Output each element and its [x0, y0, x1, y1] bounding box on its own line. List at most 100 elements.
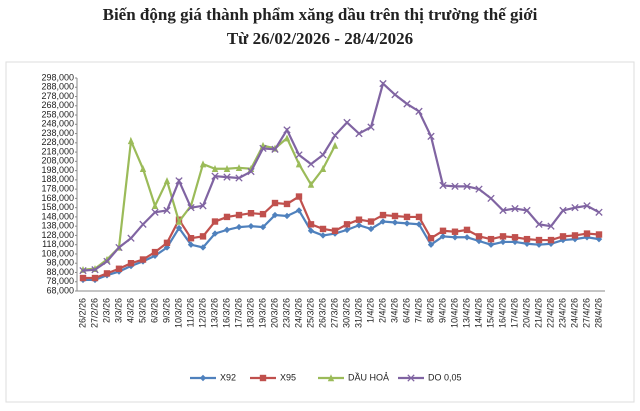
data-point	[223, 173, 231, 181]
data-point	[379, 218, 387, 225]
y-tick-label: 228,000	[41, 137, 74, 147]
x-tick-label: 4/3/26	[125, 298, 135, 323]
data-point	[367, 218, 375, 225]
data-point	[499, 206, 507, 215]
data-point	[283, 200, 291, 208]
data-point	[199, 233, 207, 240]
data-point	[583, 202, 591, 210]
data-point	[343, 118, 351, 127]
x-tick-label: 30/3/26	[341, 298, 351, 328]
data-point	[271, 145, 279, 153]
data-point	[235, 174, 243, 182]
x-tick-label: 23/3/26	[281, 298, 291, 328]
data-point	[103, 270, 111, 277]
data-point	[223, 213, 231, 221]
x-tick-label: 24/3/26	[293, 298, 303, 328]
y-tick-label: 78,000	[46, 276, 74, 286]
data-point	[367, 225, 375, 233]
data-point	[187, 235, 195, 242]
data-point	[355, 222, 363, 229]
y-tick-label: 168,000	[41, 193, 74, 203]
x-tick-label: 27/2/26	[89, 298, 99, 328]
data-point	[271, 199, 279, 207]
data-point	[415, 213, 423, 221]
data-point	[151, 248, 159, 256]
x-tick-label: 3/4/26	[389, 298, 399, 323]
x-tick-label: 16/4/26	[497, 298, 507, 328]
y-tick-label: 218,000	[41, 146, 74, 156]
data-point	[259, 223, 267, 231]
y-tick-label: 208,000	[41, 156, 74, 166]
data-point	[127, 260, 135, 267]
data-point	[235, 211, 243, 219]
data-point	[319, 151, 327, 159]
data-point	[175, 217, 183, 225]
x-tick-label: 17/3/26	[233, 298, 243, 328]
data-point	[295, 151, 303, 159]
data-point	[259, 144, 267, 153]
data-point	[283, 134, 291, 142]
data-point	[547, 222, 555, 230]
x-tick-label: 24/4/26	[569, 298, 579, 328]
data-point	[319, 232, 327, 239]
data-point	[439, 227, 447, 235]
x-tick-label: 26/3/26	[317, 298, 327, 328]
data-point	[127, 137, 135, 145]
data-point	[439, 181, 447, 190]
data-point	[355, 216, 363, 223]
data-point	[451, 182, 459, 191]
x-tick-label: 26/2/26	[77, 298, 87, 328]
data-point	[439, 233, 447, 240]
legend-label: X92	[220, 372, 236, 382]
data-point	[511, 234, 519, 241]
x-tick-label: 16/3/26	[221, 298, 231, 328]
data-point	[295, 193, 303, 200]
data-point	[499, 233, 507, 240]
data-point	[427, 132, 435, 141]
data-point	[91, 266, 99, 274]
data-point	[331, 131, 339, 140]
data-point	[247, 167, 255, 176]
x-tick-label: 20/3/26	[269, 298, 279, 328]
data-point	[79, 266, 87, 275]
chart-frame	[5, 61, 635, 403]
data-point	[115, 265, 123, 272]
data-point	[487, 241, 495, 248]
y-tick-label: 288,000	[41, 82, 74, 92]
data-point	[499, 238, 507, 246]
y-tick-label: 278,000	[41, 91, 74, 101]
y-tick-label: 238,000	[41, 128, 74, 138]
y-tick-label: 68,000	[46, 285, 74, 295]
data-point	[307, 160, 315, 168]
y-tick-label: 258,000	[41, 109, 74, 119]
data-point	[343, 226, 351, 234]
x-tick-label: 19/3/26	[257, 298, 267, 328]
data-point	[91, 274, 99, 282]
legend-marker	[259, 374, 267, 382]
data-point	[307, 180, 315, 188]
y-tick-label: 178,000	[41, 184, 74, 194]
x-tick-label: 9/4/26	[437, 298, 447, 323]
data-point	[331, 141, 339, 149]
data-point	[211, 165, 219, 172]
x-tick-label: 12/3/26	[197, 298, 207, 328]
data-point	[595, 208, 603, 216]
data-point	[571, 203, 579, 212]
data-point	[259, 210, 267, 218]
data-point	[247, 222, 255, 230]
data-point	[115, 243, 123, 252]
data-point	[355, 129, 363, 138]
data-point	[223, 226, 231, 234]
data-point	[175, 224, 183, 232]
data-point	[583, 230, 591, 237]
data-point	[487, 194, 495, 203]
y-tick-label: 128,000	[41, 230, 74, 240]
data-point	[487, 235, 495, 243]
data-point	[163, 206, 171, 215]
data-point	[175, 177, 183, 185]
x-tick-label: 14/4/26	[473, 298, 483, 328]
data-point	[139, 165, 147, 172]
series-line	[82, 81, 600, 272]
data-point	[343, 221, 351, 228]
data-point	[187, 203, 195, 212]
